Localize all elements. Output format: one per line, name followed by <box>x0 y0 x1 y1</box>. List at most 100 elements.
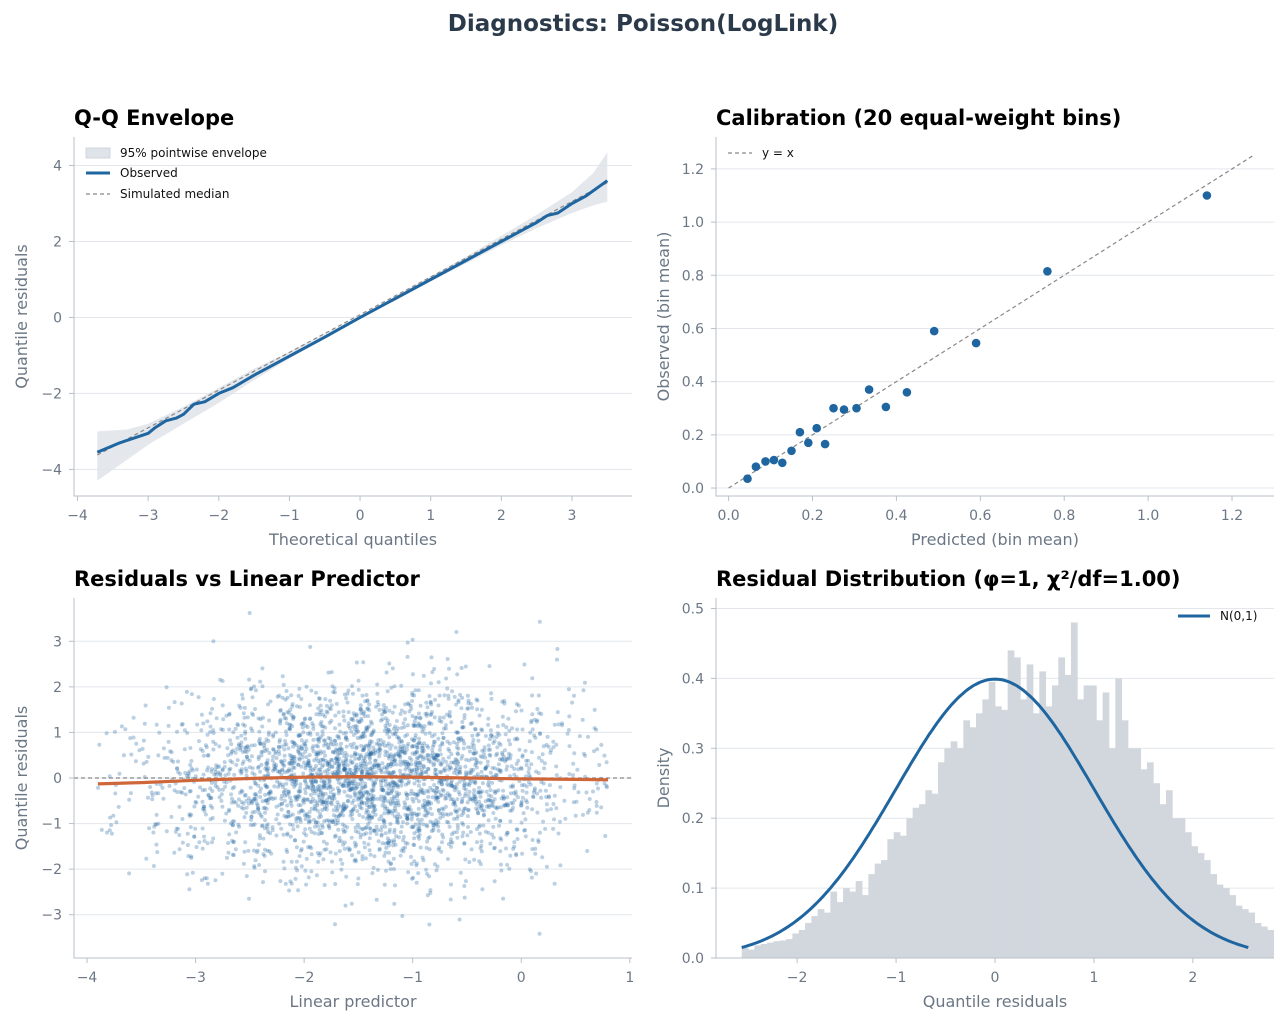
residual-point <box>406 870 411 875</box>
residual-point <box>320 758 325 763</box>
residual-point <box>390 710 395 715</box>
histogram-bar <box>868 874 876 958</box>
residual-point <box>311 744 316 749</box>
residual-point <box>371 788 376 793</box>
residual-point <box>335 766 340 771</box>
residual-point <box>359 763 364 768</box>
residual-point <box>371 810 376 815</box>
residual-point <box>323 753 328 758</box>
residual-point <box>345 763 350 768</box>
y-tick-label: 0 <box>53 771 62 787</box>
residual-point <box>353 723 358 728</box>
residual-point <box>467 797 472 802</box>
residual-point <box>414 863 419 868</box>
residual-point <box>512 772 517 777</box>
residual-point <box>411 738 416 743</box>
residual-point <box>391 785 396 790</box>
residual-point <box>263 792 268 797</box>
residual-point <box>188 789 193 793</box>
residual-point <box>237 703 242 708</box>
residual-point <box>392 901 397 906</box>
residual-point <box>482 745 487 750</box>
residual-point <box>462 780 467 785</box>
residual-point <box>320 831 324 835</box>
residual-point <box>514 736 519 741</box>
residual-point <box>295 794 300 799</box>
residual-point <box>436 808 441 813</box>
residual-point <box>238 747 243 752</box>
residual-point <box>213 742 218 746</box>
residual-point <box>232 785 237 789</box>
residual-point <box>301 730 306 735</box>
residual-point <box>459 706 464 711</box>
residual-point <box>250 766 255 771</box>
legend-identity-label: y = x <box>762 146 794 160</box>
residual-point <box>315 851 320 855</box>
residual-point <box>227 712 232 717</box>
residual-point <box>185 831 190 836</box>
residual-point <box>260 724 265 729</box>
residual-point <box>414 715 419 720</box>
residual-point <box>368 767 373 772</box>
residual-point <box>483 766 488 771</box>
residual-point <box>312 807 317 812</box>
residual-point <box>286 810 291 814</box>
residual-point <box>453 768 458 772</box>
residual-point <box>286 710 291 715</box>
histogram-bar <box>1229 895 1237 958</box>
x-tick-label: −2 <box>294 970 315 986</box>
residual-point <box>359 711 364 716</box>
residual-point <box>389 861 394 866</box>
residual-point <box>536 838 541 843</box>
residual-point <box>386 762 391 767</box>
residual-point <box>374 704 378 709</box>
residual-point <box>284 689 289 693</box>
residual-point <box>284 781 289 786</box>
residual-point <box>291 715 296 720</box>
residual-point <box>530 807 535 812</box>
residual-point <box>343 760 348 764</box>
residual-point <box>186 854 191 858</box>
residual-point <box>411 744 416 749</box>
residual-point <box>287 753 292 757</box>
residual-point <box>351 724 356 729</box>
residual-point <box>263 766 268 771</box>
residual-point <box>413 760 418 764</box>
residual-point <box>333 922 337 927</box>
residual-point <box>322 738 326 743</box>
residual-point <box>350 760 355 765</box>
residual-point <box>427 720 432 725</box>
residual-point <box>377 846 382 851</box>
residual-point <box>342 806 347 811</box>
axis-spines <box>73 137 632 497</box>
residual-point <box>435 864 440 869</box>
residual-point <box>278 721 283 726</box>
residual-point <box>412 738 417 743</box>
residual-point <box>275 779 279 784</box>
residual-point <box>249 726 254 731</box>
residual-point <box>321 785 326 790</box>
residual-point <box>229 792 234 797</box>
residual-point <box>311 726 316 731</box>
residual-point <box>417 836 422 841</box>
residual-point <box>376 766 381 771</box>
residual-point <box>345 691 350 696</box>
residual-point <box>310 782 314 787</box>
residual-point <box>506 716 511 721</box>
residual-point <box>505 764 510 769</box>
residual-point <box>471 738 476 742</box>
residual-point <box>411 791 416 796</box>
residual-point <box>303 723 308 728</box>
residual-point <box>388 802 393 807</box>
residual-point <box>320 729 325 734</box>
residual-point <box>369 739 374 744</box>
residual-point <box>520 727 525 732</box>
residual-point <box>161 796 166 801</box>
residual-point <box>425 711 429 716</box>
residual-point <box>316 744 320 749</box>
residual-point <box>354 724 359 729</box>
residual-point <box>259 762 264 767</box>
residual-point <box>220 804 225 809</box>
residual-point <box>357 789 362 794</box>
residual-point <box>393 883 397 888</box>
